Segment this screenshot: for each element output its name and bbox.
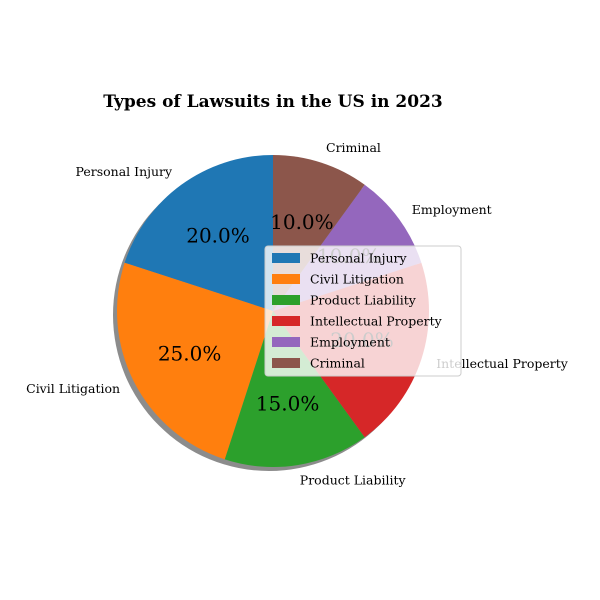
legend-label-personal-injury: Personal Injury <box>310 251 408 266</box>
legend-swatch-intellectual-property <box>272 316 300 326</box>
slice-label-civil-litigation: Civil Litigation <box>26 381 120 396</box>
slice-label-product-liability: Product Liability <box>300 473 407 488</box>
pct-label-product-liability: 15.0% <box>256 391 320 415</box>
legend: Personal Injury Civil Litigation Product L… <box>264 245 462 377</box>
pct-label-personal-injury: 20.0% <box>186 223 250 247</box>
legend-label-civil-litigation: Civil Litigation <box>310 272 404 287</box>
legend-swatch-product-liability <box>272 295 300 305</box>
pie-slice-civil-litigation <box>117 262 273 460</box>
pct-label-criminal: 10.0% <box>270 210 334 234</box>
pie-slice-personal-injury <box>124 155 273 311</box>
legend-swatch-personal-injury <box>272 253 300 263</box>
legend-label-employment: Employment <box>310 335 390 350</box>
slice-label-criminal: Criminal <box>326 140 381 155</box>
legend-swatch-employment <box>272 337 300 347</box>
slice-label-personal-injury: Personal Injury <box>76 164 174 179</box>
legend-label-criminal: Criminal <box>310 356 365 371</box>
slice-label-intellectual-property: Intellectual Property <box>436 356 569 371</box>
legend-frame <box>264 245 462 377</box>
legend-label-intellectual-property: Intellectual Property <box>310 314 443 329</box>
pct-label-civil-litigation: 25.0% <box>158 342 222 366</box>
slice-labels: Personal Injury Civil Litigation Product L… <box>26 140 569 488</box>
legend-label-product-liability: Product Liability <box>310 293 417 308</box>
slice-label-employment: Employment <box>412 202 492 217</box>
pie-slice-product-liability <box>224 311 365 467</box>
legend-items: Personal Injury Civil Litigation Product L… <box>272 251 443 371</box>
legend-swatch-civil-litigation <box>272 274 300 284</box>
chart-title: Types of Lawsuits in the US in 2023 <box>103 92 443 112</box>
legend-swatch-criminal <box>272 358 300 368</box>
